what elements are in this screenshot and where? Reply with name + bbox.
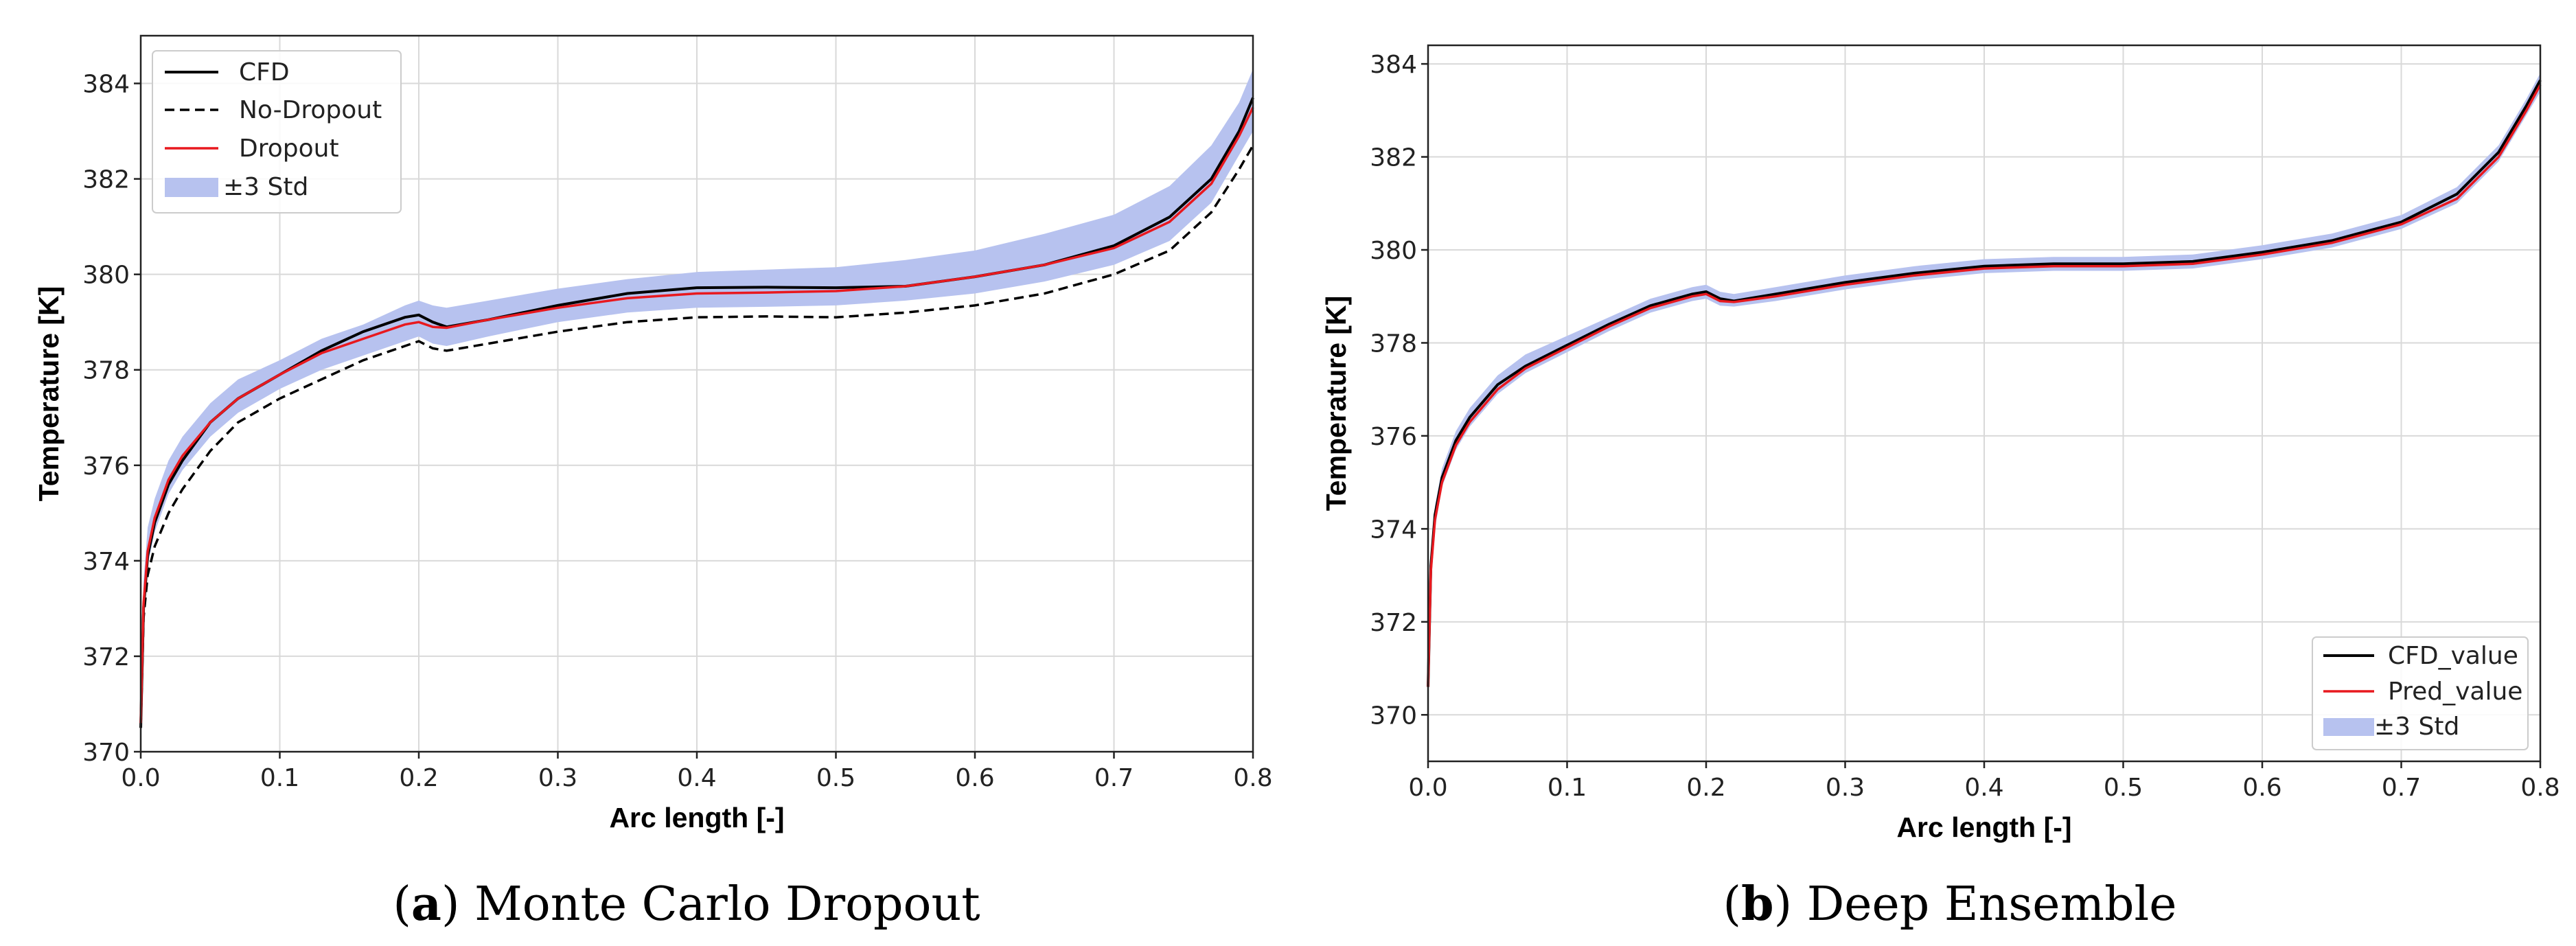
x-axis-label: Arc length [-] <box>1896 811 2071 843</box>
grid-lines <box>140 36 1254 752</box>
x-tick-label: 0.2 <box>1686 774 1725 802</box>
y-tick-label: 370 <box>1370 702 1417 730</box>
x-tick-label: 0.6 <box>2242 774 2281 802</box>
y-tick-label: 382 <box>1370 144 1417 172</box>
x-tick-label: 0.8 <box>2520 774 2560 802</box>
x-tick-label: 0.7 <box>2382 774 2421 802</box>
y-tick-label: 374 <box>82 548 130 576</box>
legend-box <box>152 50 402 214</box>
x-tick-label: 0.0 <box>121 764 160 792</box>
caption-b: (b) Deep Ensemble <box>1723 877 2177 932</box>
y-tick-label: 382 <box>82 166 130 194</box>
y-axis-label: Temperature [K] <box>1320 296 1352 511</box>
x-tick-label: 0.2 <box>399 764 438 792</box>
legend-label-dropout: Dropout <box>239 135 339 163</box>
x-tick-label: 0.7 <box>1094 764 1134 792</box>
caption-title-a: Monte Carlo Dropout <box>474 877 980 932</box>
y-tick-label: 370 <box>82 739 130 767</box>
caption-letter-a: a <box>411 877 441 932</box>
y-tick-label: 372 <box>1370 609 1417 637</box>
legend-swatch-std <box>165 178 218 197</box>
x-tick-label: 0.3 <box>1826 774 1865 802</box>
caption-a: (a) Monte Carlo Dropout <box>393 877 980 932</box>
legend: CFD No-Dropout Dropout ±3 Std <box>152 50 402 214</box>
y-tick-label: 380 <box>82 262 130 290</box>
y-tick-label: 384 <box>82 71 130 99</box>
legend: CFD_value Pred_value ±3 Std <box>2312 636 2529 750</box>
x-tick-label: 0.3 <box>538 764 577 792</box>
series-line-pred-value <box>1427 84 2542 687</box>
y-tick-label: 372 <box>82 643 130 671</box>
y-axis-ticks: 370 372 374 376 378 380 382 384 <box>82 71 141 767</box>
legend-label-cfd-value: CFD_value <box>2388 642 2518 670</box>
grid-lines <box>1427 45 2541 761</box>
legend-label-cfd: CFD <box>239 58 290 86</box>
y-axis-label: Temperature [K] <box>33 286 65 502</box>
legend-swatch-std <box>2323 718 2374 736</box>
x-tick-label: 0.8 <box>1233 764 1272 792</box>
x-axis-ticks: 0.0 0.1 0.2 0.3 0.4 0.5 0.6 0.7 0.8 <box>1408 761 2560 802</box>
caption-title-b: Deep Ensemble <box>1807 877 2177 932</box>
panel-a: 0.0 0.1 0.2 0.3 0.4 0.5 0.6 0.7 0.8 370 372 374 376… <box>33 34 1273 932</box>
y-tick-label: 380 <box>1370 237 1417 265</box>
x-tick-label: 0.6 <box>955 764 994 792</box>
x-tick-label: 0.1 <box>260 764 299 792</box>
y-tick-label: 378 <box>82 357 130 385</box>
y-axis-ticks: 370 372 374 376 378 380 382 384 <box>1370 51 1428 730</box>
series-line-no-dropout <box>139 145 1254 728</box>
x-tick-label: 0.5 <box>2104 774 2143 802</box>
series-line-dropout <box>139 106 1254 724</box>
y-tick-label: 378 <box>1370 330 1417 358</box>
x-axis-ticks: 0.0 0.1 0.2 0.3 0.4 0.5 0.6 0.7 0.8 <box>121 752 1273 792</box>
x-tick-label: 0.4 <box>1964 774 2003 802</box>
legend-label-std: ±3 Std <box>223 173 308 201</box>
y-tick-label: 374 <box>1370 516 1417 544</box>
x-tick-label: 0.0 <box>1408 774 1447 802</box>
legend-label-std: ±3 Std <box>2374 713 2459 741</box>
legend-label-no-dropout: No-Dropout <box>239 96 382 124</box>
panel-b: 0.0 0.1 0.2 0.3 0.4 0.5 0.6 0.7 0.8 370 372 374 376… <box>1320 44 2560 932</box>
caption-letter-b: b <box>1741 877 1774 932</box>
x-tick-label: 0.4 <box>677 764 716 792</box>
y-tick-label: 376 <box>82 452 130 481</box>
legend-label-pred-value: Pred_value <box>2388 678 2522 706</box>
y-tick-label: 376 <box>1370 423 1417 451</box>
x-axis-label: Arc length [-] <box>609 802 784 833</box>
x-tick-label: 0.1 <box>1548 774 1587 802</box>
x-tick-label: 0.5 <box>816 764 855 792</box>
y-tick-label: 384 <box>1370 51 1417 79</box>
